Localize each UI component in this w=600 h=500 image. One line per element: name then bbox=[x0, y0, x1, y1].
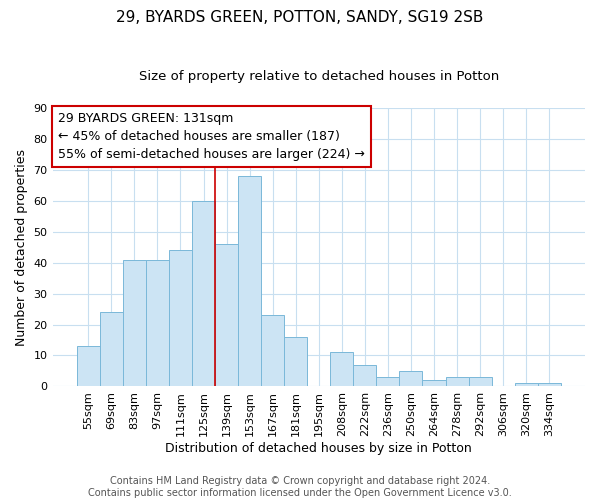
Text: 29, BYARDS GREEN, POTTON, SANDY, SG19 2SB: 29, BYARDS GREEN, POTTON, SANDY, SG19 2S… bbox=[116, 10, 484, 25]
Title: Size of property relative to detached houses in Potton: Size of property relative to detached ho… bbox=[139, 70, 499, 83]
Bar bbox=[515, 384, 538, 386]
Bar bbox=[238, 176, 261, 386]
Bar bbox=[123, 260, 146, 386]
Bar bbox=[284, 337, 307, 386]
Text: 29 BYARDS GREEN: 131sqm
← 45% of detached houses are smaller (187)
55% of semi-d: 29 BYARDS GREEN: 131sqm ← 45% of detache… bbox=[58, 112, 365, 161]
Bar bbox=[215, 244, 238, 386]
Bar bbox=[538, 384, 561, 386]
Bar bbox=[169, 250, 192, 386]
Y-axis label: Number of detached properties: Number of detached properties bbox=[15, 148, 28, 346]
Bar bbox=[146, 260, 169, 386]
Bar bbox=[422, 380, 446, 386]
Bar bbox=[353, 365, 376, 386]
X-axis label: Distribution of detached houses by size in Potton: Distribution of detached houses by size … bbox=[166, 442, 472, 455]
Bar bbox=[192, 200, 215, 386]
Bar bbox=[100, 312, 123, 386]
Bar bbox=[446, 377, 469, 386]
Bar bbox=[376, 377, 400, 386]
Bar bbox=[469, 377, 491, 386]
Bar bbox=[330, 352, 353, 386]
Bar bbox=[77, 346, 100, 387]
Text: Contains HM Land Registry data © Crown copyright and database right 2024.
Contai: Contains HM Land Registry data © Crown c… bbox=[88, 476, 512, 498]
Bar bbox=[400, 371, 422, 386]
Bar bbox=[261, 315, 284, 386]
